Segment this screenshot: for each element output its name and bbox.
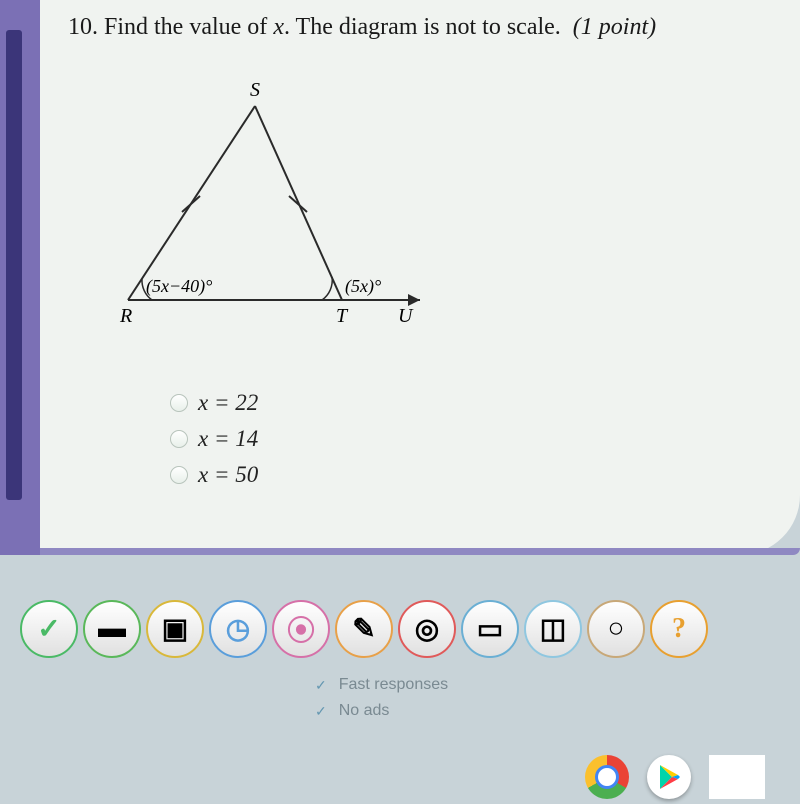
diagram-label-S: S bbox=[250, 79, 260, 101]
feature-list: ✓ Fast responses ✓ No ads bbox=[315, 676, 448, 728]
left-sidebar-border bbox=[0, 0, 40, 555]
box-icon[interactable]: ▣ bbox=[146, 600, 204, 658]
diagram-angle-right: (5x)° bbox=[345, 276, 381, 297]
target-icon[interactable]: ◎ bbox=[398, 600, 456, 658]
answer-option[interactable]: x = 22 bbox=[170, 390, 258, 416]
check-icon: ✓ bbox=[315, 703, 327, 720]
diagram-label-R: R bbox=[119, 305, 132, 327]
left-sidebar-strip bbox=[6, 30, 22, 500]
feature-item: ✓ No ads bbox=[315, 702, 448, 720]
diagram-svg: S R T U (5x−40)° (5x)° bbox=[100, 70, 460, 350]
pin-icon[interactable]: ⦿ bbox=[272, 600, 330, 658]
feature-item: ✓ Fast responses bbox=[315, 676, 448, 694]
answer-label: x = 14 bbox=[198, 426, 258, 452]
confirm-icon[interactable]: ✓ bbox=[20, 600, 78, 658]
toolbar: ✓▬▣◷⦿✎◎▭◫○? bbox=[20, 595, 780, 663]
journal-icon[interactable]: ▭ bbox=[461, 600, 519, 658]
page-root: 10. Find the value of x. The diagram is … bbox=[0, 0, 800, 800]
play-store-icon[interactable] bbox=[647, 755, 691, 799]
question-text: 10. Find the value of x. The diagram is … bbox=[68, 14, 656, 41]
question-points: (1 point) bbox=[573, 14, 656, 40]
book-icon[interactable]: ▬ bbox=[83, 600, 141, 658]
tray-icon[interactable]: ◫ bbox=[524, 600, 582, 658]
diagram-label-T: T bbox=[336, 305, 349, 327]
question-panel: 10. Find the value of x. The diagram is … bbox=[40, 0, 800, 555]
help-icon[interactable]: ? bbox=[650, 600, 708, 658]
radio-icon[interactable] bbox=[170, 394, 188, 412]
pencil-icon[interactable]: ✎ bbox=[335, 600, 393, 658]
triangle-diagram: S R T U (5x−40)° (5x)° bbox=[100, 70, 460, 350]
diagram-label-U: U bbox=[398, 305, 414, 327]
question-variable: x bbox=[273, 14, 284, 40]
check-icon: ✓ bbox=[315, 677, 327, 694]
answer-label: x = 50 bbox=[198, 462, 258, 488]
answer-list: x = 22 x = 14 x = 50 bbox=[170, 390, 258, 498]
question-number: 10. bbox=[68, 14, 98, 40]
gmail-icon[interactable] bbox=[709, 755, 765, 799]
radio-icon[interactable] bbox=[170, 466, 188, 484]
answer-option[interactable]: x = 50 bbox=[170, 462, 258, 488]
disc-icon[interactable]: ○ bbox=[587, 600, 645, 658]
chrome-icon[interactable] bbox=[585, 755, 629, 799]
question-body-2: . The diagram is not to scale. bbox=[284, 14, 561, 40]
radio-icon[interactable] bbox=[170, 430, 188, 448]
panel-bottom-border bbox=[40, 548, 800, 555]
feature-text: Fast responses bbox=[339, 676, 448, 694]
answer-label: x = 22 bbox=[198, 390, 258, 416]
diagram-angle-left: (5x−40)° bbox=[146, 276, 212, 297]
answer-option[interactable]: x = 14 bbox=[170, 426, 258, 452]
feature-text: No ads bbox=[339, 702, 390, 720]
stopwatch-icon[interactable]: ◷ bbox=[209, 600, 267, 658]
question-body-1: Find the value of bbox=[104, 14, 273, 40]
os-app-icons bbox=[585, 755, 765, 799]
